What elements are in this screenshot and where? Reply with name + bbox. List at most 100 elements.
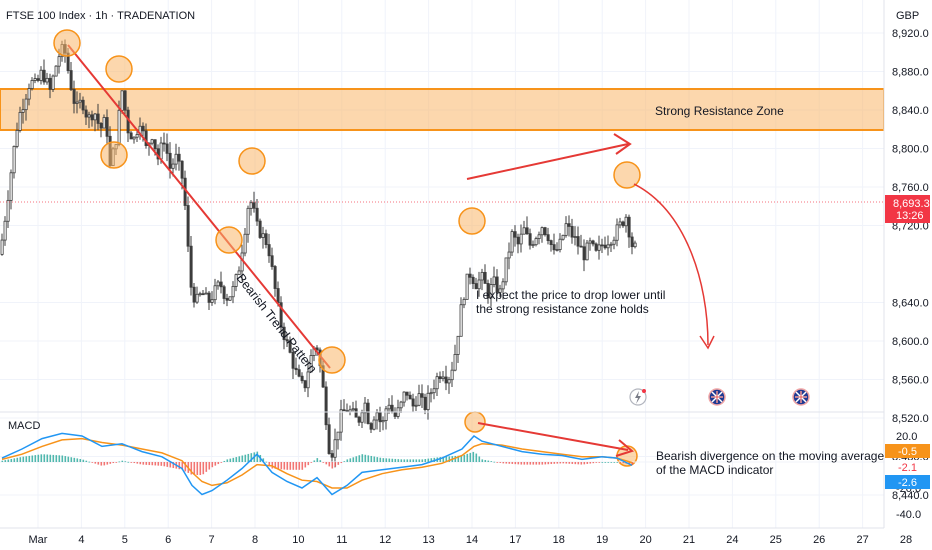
time-tick-label: 25 [770, 534, 782, 546]
macd-histogram-bar [34, 455, 37, 462]
candle-body [0, 239, 4, 255]
macd-histogram-bar [550, 462, 553, 465]
candle-body [96, 113, 100, 124]
macd-line [1, 432, 633, 496]
macd-histogram-bar [592, 462, 595, 464]
macd-histogram-bar [160, 462, 163, 466]
macd-histogram-bar [202, 462, 205, 475]
macd-histogram-bar [481, 459, 484, 462]
macd-histogram-bar [139, 462, 142, 465]
symbol-title[interactable]: FTSE 100 Index · 1h · TRADENATION [6, 10, 195, 22]
macd-histogram-bar [331, 462, 334, 469]
macd-histogram-bar [70, 457, 73, 462]
macd-histogram-bar [613, 462, 616, 463]
candle-body [447, 379, 451, 384]
price-axis[interactable] [884, 0, 932, 528]
macd-histogram-bar [472, 451, 475, 462]
candle-body [408, 394, 412, 400]
resistance-zone[interactable] [0, 88, 885, 131]
last-price-value: 8,693.3 [893, 198, 930, 210]
candle-body [423, 396, 427, 411]
candle-body [609, 243, 613, 246]
candle-body [498, 288, 502, 293]
macd-histogram-bar [49, 454, 52, 462]
macd-histogram-bar [382, 458, 385, 462]
candle-body [291, 351, 295, 369]
candle-body [522, 227, 526, 235]
macd-histogram-bar [430, 458, 433, 462]
macd-histogram-bar [532, 462, 535, 465]
time-tick-label: 6 [165, 534, 171, 546]
macd-histogram-bar [487, 460, 490, 462]
macd-histogram-bar [94, 462, 97, 464]
candle-body [390, 404, 394, 413]
last-price-countdown: 13:26 [896, 210, 924, 222]
candle-body [276, 288, 280, 304]
candle-body [624, 216, 628, 227]
candle-body [177, 153, 181, 162]
macd-histogram-bar [148, 462, 151, 466]
time-tick-label: Mar [29, 534, 48, 546]
macd-histogram-bar [295, 462, 298, 470]
macd-histogram-bar [79, 459, 82, 462]
macd-histogram-bar [367, 455, 370, 462]
macd-histogram-bar [373, 456, 376, 462]
candle-body [18, 111, 22, 131]
macd-histogram-bar [109, 462, 112, 464]
candle-body [273, 266, 277, 289]
macd-histogram-bar [574, 462, 577, 465]
macd-histogram-bar [118, 461, 121, 463]
candle-body [48, 77, 52, 90]
currency-label[interactable]: GBP [896, 10, 919, 22]
time-tick-label: 10 [292, 534, 304, 546]
macd-histogram-bar [256, 451, 259, 462]
candle-body [270, 255, 274, 267]
event-icons[interactable] [629, 388, 810, 406]
macd-histogram-bar [211, 462, 214, 468]
macd-histogram-bar [619, 462, 622, 463]
divergence-text-line2: of the MACD indicator [656, 463, 773, 477]
macd-histogram-bar [67, 456, 70, 462]
macd-histogram-bar [136, 462, 139, 464]
macd-histogram-bar [421, 459, 424, 462]
divergence-arrow [477, 422, 629, 451]
macd-histogram-bar [601, 462, 604, 463]
macd-histogram-bar [43, 454, 46, 462]
macd-histogram [1, 451, 634, 475]
time-tick-label: 17 [509, 534, 521, 546]
macd-histogram-bar [571, 462, 574, 464]
candle-body [591, 240, 595, 245]
candle-body [597, 244, 601, 251]
macd-histogram-bar [469, 452, 472, 462]
macd-histogram-bar [217, 462, 220, 465]
macd-histogram-bar [553, 462, 556, 464]
macd-histogram-bar [547, 462, 550, 465]
macd-histogram-bar [157, 462, 160, 466]
candle-body [516, 236, 520, 245]
macd-histogram-bar [409, 459, 412, 462]
candle-body [231, 286, 235, 298]
macd-histogram-bar [388, 458, 391, 462]
macd-tick-label: -40.0 [896, 509, 921, 521]
candle-body [366, 402, 370, 424]
macd-histogram-bar [595, 462, 598, 463]
resistance-zone-label: Strong Resistance Zone [655, 104, 784, 118]
candle-body [84, 109, 88, 118]
time-axis[interactable] [0, 528, 884, 550]
candle-body [633, 242, 637, 248]
candle-body [150, 139, 154, 144]
time-tick-label: 5 [122, 534, 128, 546]
candle-body [543, 227, 547, 236]
macd-histogram-bar [358, 455, 361, 462]
candle-body [237, 270, 241, 276]
macd-histogram-bar [463, 454, 466, 462]
candle-body [90, 114, 94, 121]
candle-body [201, 293, 205, 296]
macd-histogram-bar [415, 459, 418, 462]
candle-body [225, 298, 229, 301]
macd-signal-badge [885, 444, 930, 458]
macd-histogram-bar [562, 462, 565, 464]
candle-body [153, 139, 157, 150]
candle-body [510, 231, 514, 253]
